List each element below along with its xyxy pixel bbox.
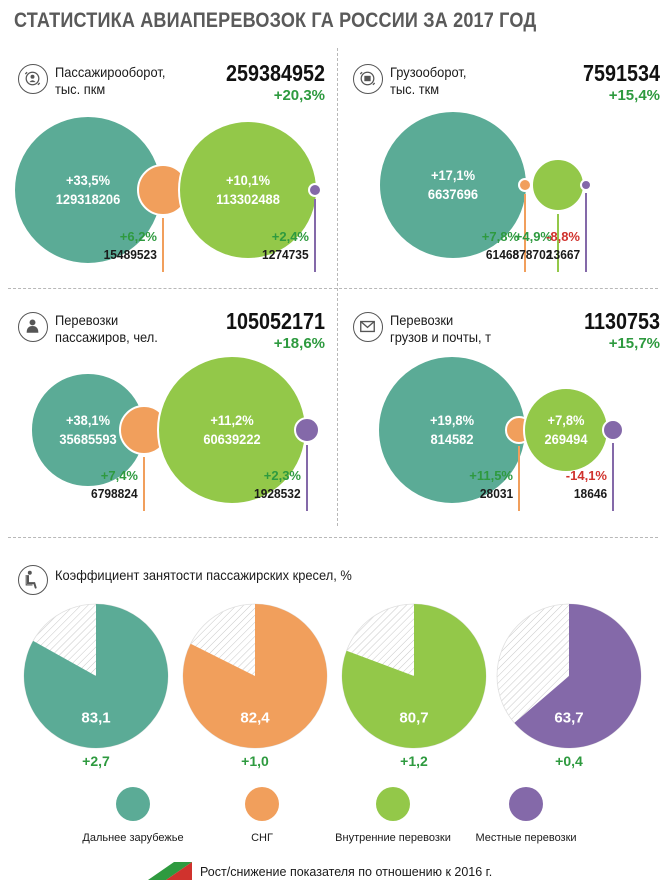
passengers-bubble-domestic: [157, 355, 307, 505]
cargo-mail-bubble-far-abroad: [377, 355, 527, 505]
cargo-turnover-total: 7591534: [582, 60, 660, 86]
passengers-value-domestic: 60639222: [203, 431, 261, 447]
passengers-value-cis: 6798824: [91, 486, 138, 501]
passengers-total: 105052171: [225, 308, 325, 334]
legend-swatch-local: [509, 787, 543, 821]
passengers-total-growth: +18,6%: [273, 335, 325, 352]
pie-change-far-abroad: +2,7: [82, 753, 110, 769]
passengers-change-far-abroad: +38,1%: [65, 412, 111, 428]
passengers-label: Перевозки пассажиров, чел.: [55, 312, 158, 345]
passenger-turnover-value-domestic: 113302488: [216, 191, 280, 207]
cargo-turnover-value-far-abroad: 6637696: [427, 186, 479, 202]
cargo-mail-value-domestic: 269494: [544, 431, 588, 447]
cargo-mail-value-cis: 28031: [479, 486, 513, 501]
pie-value-far-abroad: 83,1: [81, 709, 111, 727]
cargo-mail-value-local: 18646: [573, 486, 607, 501]
passenger-turnover-total-growth: +20,3%: [273, 87, 325, 104]
cargo-turnover-change-local: -8,8%: [546, 229, 580, 244]
cargo-mail-change-domestic: +7,8%: [547, 412, 585, 428]
cargo-mail-change-local: -14,1%: [565, 468, 607, 483]
pie-slice-local: [514, 604, 642, 749]
cargo-mail-label: Перевозки грузов и почты, т: [390, 312, 492, 345]
legend-label-local: Местные перевозки: [475, 832, 577, 844]
pie-change-local: +0,4: [555, 753, 583, 769]
passenger-turnover-leader-local: [314, 199, 316, 272]
seat-icon: [18, 565, 48, 595]
passenger-turnover-value-cis: 15489523: [103, 247, 157, 262]
separator: [8, 288, 658, 289]
separator: [8, 537, 658, 538]
cargo-mail-bubble-local: [601, 418, 625, 442]
legend-swatch-cis: [245, 787, 279, 821]
passenger-turnover-value-local: 1274735: [262, 247, 309, 262]
page-title: СТАТИСТИКА АВИАПЕРЕВОЗОК ГА РОССИИ ЗА 20…: [14, 9, 537, 32]
growth-decline-marker-icon: [148, 862, 192, 880]
passenger-turnover-leader-cis: [162, 217, 164, 272]
pie-value-cis: 82,4: [240, 709, 270, 727]
legend-swatch-far-abroad: [116, 787, 150, 821]
cargo-mail-total-growth: +15,7%: [608, 335, 660, 352]
passenger-turnover-total: 259384952: [225, 60, 325, 86]
passenger-icon-glyph: [26, 319, 39, 333]
cargo-turnover-value-domestic: 878702: [512, 247, 552, 262]
pie-slice-domestic: [342, 604, 487, 749]
mail-icon-glyph: [360, 320, 375, 333]
pie-value-domestic: 80,7: [399, 709, 429, 727]
footnote: Рост/снижение показателя по отношению к …: [200, 865, 493, 879]
cargo-turnover-change-domestic: +4,9%: [514, 229, 552, 244]
passenger-icon: [18, 312, 48, 342]
separator: [337, 48, 338, 526]
pie-slice-cis: [182, 604, 327, 748]
seat-load-factor-label: Коэффициент занятости пассажирских кресе…: [55, 567, 352, 583]
cargo-mail-leader-local: [612, 443, 614, 511]
passenger-turnover-change-far-abroad: +33,5%: [65, 172, 111, 188]
cargo-turnover-label: Грузооборот, тыс. ткм: [390, 64, 467, 97]
passenger-turnover-bubble-domestic: [177, 119, 319, 261]
passenger-turnover-label: Пассажирооборот, тыс. пкм: [55, 64, 166, 97]
passenger-turnover-value-far-abroad: 129318206: [55, 191, 121, 207]
legend-label-domestic: Внутренние перевозки: [335, 832, 451, 844]
passenger-turnover-icon: [18, 64, 48, 94]
pie-slice-far-abroad: [24, 604, 169, 748]
cargo-turnover-bubble-far-abroad: [378, 110, 528, 260]
passengers-change-cis: +7,4%: [100, 468, 138, 483]
cargo-turnover-total-growth: +15,4%: [608, 87, 660, 104]
legend-label-far-abroad: Дальнее зарубежье: [82, 832, 184, 844]
mail-icon: [353, 312, 383, 342]
cargo-turnover-icon-glyph: [359, 71, 376, 86]
pie-change-domestic: +1,2: [400, 753, 428, 769]
passengers-value-local: 1928532: [254, 486, 301, 501]
passengers-value-far-abroad: 35685593: [59, 431, 117, 447]
legend-label-cis: СНГ: [251, 832, 273, 844]
passenger-turnover-icon-glyph: [24, 71, 41, 86]
legend-swatch-domestic: [376, 787, 410, 821]
pie-change-cis: +1,0: [241, 753, 269, 769]
passengers-leader-local: [306, 445, 308, 511]
cargo-turnover-change-cis: +7,8%: [481, 229, 519, 244]
passengers-change-local: +2,3%: [263, 468, 301, 483]
cargo-mail-change-cis: +11,5%: [469, 468, 513, 483]
cargo-mail-change-far-abroad: +19,8%: [429, 412, 475, 428]
pie-value-local: 63,7: [554, 709, 584, 727]
cargo-turnover-value-local: 13667: [546, 247, 580, 262]
cargo-mail-value-far-abroad: 814582: [430, 431, 474, 447]
passenger-turnover-change-local: +2,4%: [271, 229, 309, 244]
passenger-turnover-bubble-local: [307, 182, 323, 198]
cargo-turnover-change-far-abroad: +17,1%: [430, 167, 476, 183]
seat-icon-glyph: [25, 570, 37, 589]
passenger-turnover-change-cis: +6,2%: [119, 229, 157, 244]
cargo-mail-leader-cis: [518, 445, 520, 511]
cargo-turnover-icon: [353, 64, 383, 94]
passengers-leader-cis: [143, 457, 145, 511]
cargo-mail-total: 1130753: [584, 308, 660, 334]
cargo-turnover-leader-cis: [524, 194, 526, 272]
passenger-turnover-change-domestic: +10,1%: [225, 172, 271, 188]
cargo-turnover-leader-domestic: [557, 214, 559, 272]
cargo-turnover-value-cis: 61468: [485, 247, 519, 262]
cargo-turnover-bubble-local: [580, 179, 592, 191]
cargo-turnover-leader-local: [585, 193, 587, 272]
passengers-change-domestic: +11,2%: [210, 412, 254, 428]
passengers-bubble-local: [293, 416, 321, 444]
